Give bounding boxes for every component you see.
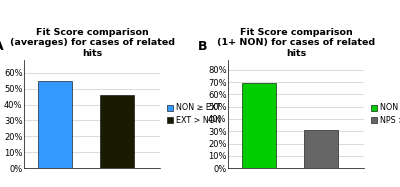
Bar — [38, 81, 72, 168]
Text: B: B — [198, 40, 208, 53]
Legend: NON ≥ EXT, EXT > NON: NON ≥ EXT, EXT > NON — [167, 103, 221, 125]
Title: Fit Score comparison
(1+ NON) for cases of related
hits: Fit Score comparison (1+ NON) for cases … — [217, 28, 375, 58]
Legend: NON ≥ NPS, NPS > NON: NON ≥ NPS, NPS > NON — [371, 103, 400, 125]
Bar — [242, 83, 276, 168]
Bar — [304, 130, 338, 168]
Bar — [100, 95, 134, 168]
Text: A: A — [0, 40, 4, 53]
Title: Fit Score comparison
(averages) for cases of related
hits: Fit Score comparison (averages) for case… — [10, 28, 174, 58]
